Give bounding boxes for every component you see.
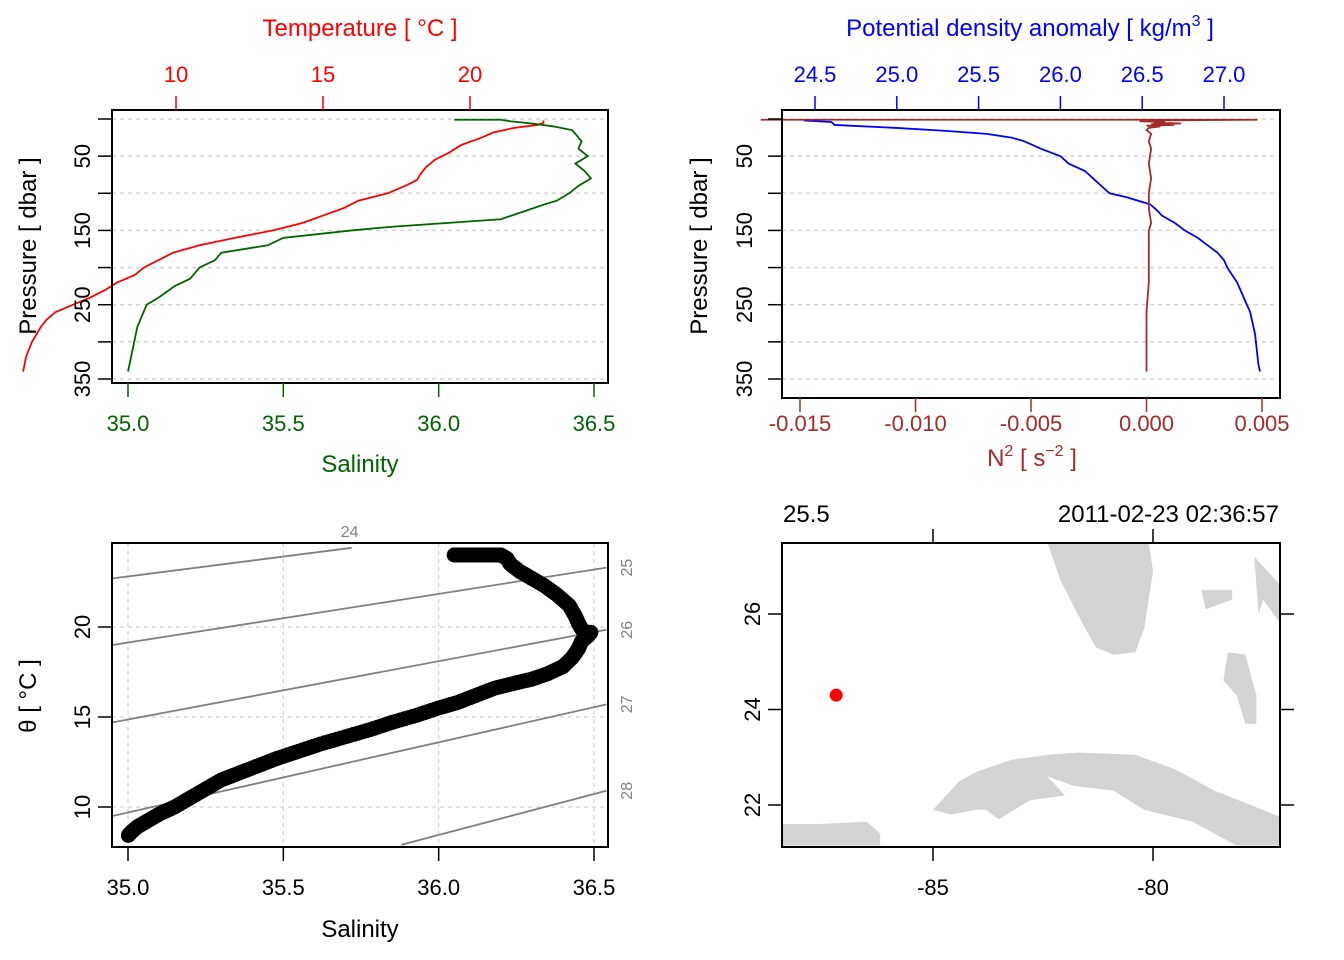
p4-top-left-label: 25.5	[783, 501, 830, 528]
p2-top-tick-label: 26.0	[1039, 62, 1082, 87]
p2-n2-axis-title: N2 [ s−2 ]	[987, 443, 1077, 472]
p1-bottom-tick-label: 36.5	[573, 411, 616, 436]
panel-density-n2-profile: 50 150 250 350 24.5 25.0 25.5 26.0 26.5 27.0 -0.…	[686, 13, 1290, 472]
p1-pressure-axis-title: Pressure [ dbar ]	[15, 157, 42, 334]
p1-y-tick-label: 50	[70, 144, 95, 168]
p1-bottom-tick-label: 36.0	[417, 411, 460, 436]
land-bahamas-east	[1254, 556, 1280, 623]
p4-latitude-label: 26	[740, 602, 765, 626]
isopycnal-label: 24	[341, 524, 359, 541]
ts-point	[121, 828, 135, 843]
p3-isopycnal-labels: 24 25 26 27 28	[341, 524, 636, 800]
isopycnal-line	[401, 789, 607, 846]
p2-density-axis: 24.5 25.0 25.5 26.0 26.5 27.0	[794, 62, 1246, 110]
p4-axes: -85 -80 22 24 26	[740, 529, 1294, 900]
p2-y-tick-label: 50	[732, 144, 757, 168]
p3-points	[121, 547, 599, 843]
panel-ts-diagram: 35.0 35.5 36.0 36.5 10 15 20 24 25 26 27 28 Salin…	[15, 524, 636, 943]
p2-bottom-tick-label: 0.005	[1234, 411, 1289, 436]
isopycnal-label: 27	[619, 695, 636, 713]
p4-timestamp: 2011-02-23 02:36:57	[1058, 501, 1279, 528]
p2-series	[760, 118, 1261, 372]
p2-y-tick-label: 150	[732, 212, 757, 249]
p2-y-tick-label: 250	[732, 286, 757, 323]
p1-salinity-axis: 35.0 35.5 36.0 36.5	[107, 383, 616, 436]
p2-top-tick-label: 25.5	[957, 62, 1000, 87]
p1-top-tick-label: 15	[311, 62, 335, 87]
p2-bottom-tick-label: 0.000	[1119, 411, 1174, 436]
p2-y-tick-label: 350	[732, 361, 757, 398]
isopycnal-label: 26	[619, 621, 636, 639]
isopycnal-line	[112, 546, 352, 580]
p1-y-tick-label: 150	[70, 212, 95, 249]
p2-top-tick-label: 27.0	[1203, 62, 1246, 87]
p2-top-tick-label: 25.0	[875, 62, 918, 87]
p2-pressure-axis-title: Pressure [ dbar ]	[686, 157, 713, 334]
p1-salinity-axis-title: Salinity	[321, 451, 398, 478]
isopycnal-label: 25	[619, 559, 636, 577]
p3-x-tick-label: 36.0	[417, 875, 460, 900]
p1-bottom-tick-label: 35.5	[262, 411, 305, 436]
p2-top-tick-label: 24.5	[794, 62, 837, 87]
p1-temperature-axis-title: Temperature [ °C ]	[263, 15, 458, 42]
p4-longitude-label: -80	[1137, 875, 1169, 900]
p2-bottom-tick-label: -0.005	[1000, 411, 1062, 436]
p2-density-axis-title: Potential density anomaly [ kg/m3 ]	[846, 13, 1214, 42]
panel-temperature-salinity-profile: 50 150 250 350 10 15 20 35.0 35.5 36.0 36.5 Temp…	[15, 15, 615, 478]
salinity-profile-line	[127, 118, 593, 372]
p3-theta-axis-title: θ [ °C ]	[15, 659, 42, 733]
p3-plot-box	[111, 542, 609, 848]
p1-pressure-axis: 50 150 250 350	[70, 118, 112, 398]
p4-longitude-label: -85	[917, 875, 949, 900]
p1-y-tick-label: 350	[70, 361, 95, 398]
p1-top-tick-label: 10	[164, 62, 188, 87]
p3-gridlines	[112, 543, 608, 847]
p3-salinity-axis: 35.0 35.5 36.0 36.5	[107, 847, 616, 900]
p3-y-tick-label: 15	[70, 705, 95, 729]
p1-bottom-tick-label: 35.0	[107, 411, 150, 436]
p2-plot-box	[781, 109, 1281, 399]
p1-top-tick-label: 20	[458, 62, 482, 87]
p2-bottom-tick-label: -0.010	[884, 411, 946, 436]
land-florida	[1047, 543, 1153, 655]
p1-temperature-axis: 10 15 20	[164, 62, 482, 110]
p3-y-tick-label: 10	[70, 795, 95, 819]
p4-station	[829, 688, 843, 702]
land-andros	[1223, 652, 1257, 724]
density-profile-line	[803, 119, 1261, 372]
p2-top-tick-label: 26.5	[1121, 62, 1164, 87]
p2-n2-axis: -0.015 -0.010 -0.005 0.000 0.005	[769, 398, 1290, 436]
land-cuba	[933, 752, 1280, 846]
station-marker	[829, 688, 843, 702]
land-bahamas-north	[1201, 590, 1233, 610]
p2-gridlines	[782, 118, 1280, 380]
isopycnal-line	[112, 628, 607, 724]
p4-latitude-label: 24	[740, 697, 765, 721]
p4-latitude-label: 22	[740, 793, 765, 817]
p3-theta-axis: 10 15 20	[70, 615, 112, 819]
land-yucatan	[782, 821, 881, 846]
p3-y-tick-label: 20	[70, 615, 95, 639]
p1-series	[22, 118, 593, 372]
p1-plot-box	[111, 109, 609, 384]
panel-station-map: -85 -80 22 24 26 25.5 2011-02-23 02:36:57	[740, 501, 1294, 900]
temperature-profile-line	[22, 120, 545, 372]
p3-x-tick-label: 35.0	[107, 875, 150, 900]
p2-bottom-tick-label: -0.015	[769, 411, 831, 436]
p2-pressure-axis: 50 150 250 350	[732, 118, 782, 398]
p1-y-tick-label: 250	[70, 286, 95, 323]
p4-land	[782, 543, 1280, 846]
p3-x-tick-label: 35.5	[262, 875, 305, 900]
p3-x-tick-label: 36.5	[573, 875, 616, 900]
p3-salinity-axis-title: Salinity	[321, 916, 398, 943]
p4-plot-box	[781, 542, 1281, 848]
n2-profile-line	[760, 118, 1258, 372]
isopycnal-label: 28	[619, 782, 636, 800]
